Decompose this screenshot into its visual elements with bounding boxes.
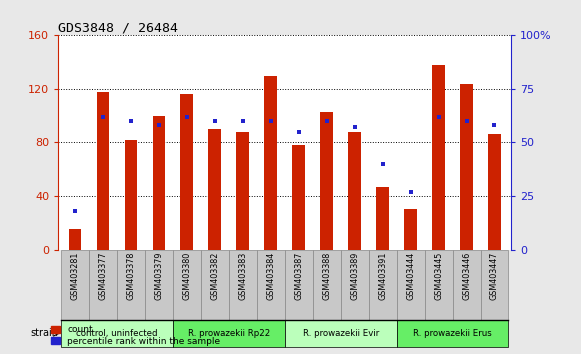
Text: R. prowazekii Erus: R. prowazekii Erus	[413, 329, 492, 338]
Bar	[285, 250, 313, 320]
Bar	[89, 250, 117, 320]
Bar	[257, 250, 285, 320]
Text: GSM403387: GSM403387	[294, 251, 303, 300]
Bar	[209, 129, 221, 250]
Bar	[264, 75, 277, 250]
Point	[266, 118, 275, 124]
Point	[294, 129, 303, 135]
Bar	[285, 320, 397, 347]
Bar	[313, 250, 340, 320]
Bar	[340, 250, 368, 320]
Bar	[425, 250, 453, 320]
Bar	[145, 250, 173, 320]
Bar	[69, 229, 81, 250]
Point	[378, 161, 388, 167]
Bar	[432, 65, 445, 250]
Bar	[480, 250, 508, 320]
Text: GSM403445: GSM403445	[434, 251, 443, 300]
Bar	[397, 250, 425, 320]
Bar	[404, 210, 417, 250]
Text: GSM403378: GSM403378	[126, 251, 135, 300]
Point	[350, 125, 359, 130]
Bar	[397, 320, 508, 347]
Text: R. prowazekii Evir: R. prowazekii Evir	[303, 329, 379, 338]
Point	[238, 118, 248, 124]
Point	[70, 208, 80, 214]
Bar	[368, 250, 397, 320]
Bar	[292, 145, 305, 250]
Bar	[201, 250, 229, 320]
Text: GSM403377: GSM403377	[98, 251, 107, 300]
Text: GSM403389: GSM403389	[350, 251, 359, 300]
Point	[490, 122, 499, 128]
Bar	[61, 320, 173, 347]
Point	[98, 114, 107, 120]
Text: GSM403446: GSM403446	[462, 251, 471, 300]
Text: GSM403388: GSM403388	[322, 251, 331, 300]
Text: R. prowazekii Rp22: R. prowazekii Rp22	[188, 329, 270, 338]
Point	[182, 114, 191, 120]
Bar	[453, 250, 480, 320]
Bar	[236, 132, 249, 250]
Bar	[460, 84, 473, 250]
Text: GSM403380: GSM403380	[182, 251, 191, 300]
Bar	[181, 94, 193, 250]
Point	[126, 118, 135, 124]
Legend: count, percentile rank within the sample: count, percentile rank within the sample	[51, 325, 220, 346]
Bar	[349, 132, 361, 250]
Bar	[229, 250, 257, 320]
Text: GDS3848 / 26484: GDS3848 / 26484	[58, 21, 178, 34]
Text: GSM403391: GSM403391	[378, 251, 387, 300]
Text: control, uninfected: control, uninfected	[76, 329, 157, 338]
Point	[462, 118, 471, 124]
Bar	[173, 250, 201, 320]
Text: GSM403384: GSM403384	[266, 251, 275, 300]
Point	[322, 118, 331, 124]
Text: GSM403382: GSM403382	[210, 251, 219, 300]
Text: GSM403447: GSM403447	[490, 251, 499, 300]
Bar	[320, 112, 333, 250]
Bar	[376, 187, 389, 250]
Bar	[124, 140, 137, 250]
Text: strain: strain	[31, 328, 59, 338]
Point	[406, 189, 415, 195]
Text: GSM403383: GSM403383	[238, 251, 248, 300]
Bar	[152, 116, 165, 250]
Bar	[61, 250, 89, 320]
Bar	[96, 92, 109, 250]
Point	[154, 122, 163, 128]
Text: GSM403281: GSM403281	[70, 251, 80, 300]
Point	[434, 114, 443, 120]
Text: GSM403379: GSM403379	[155, 251, 163, 300]
Bar	[173, 320, 285, 347]
Bar	[488, 135, 501, 250]
Point	[210, 118, 220, 124]
Text: GSM403444: GSM403444	[406, 251, 415, 300]
Bar	[117, 250, 145, 320]
